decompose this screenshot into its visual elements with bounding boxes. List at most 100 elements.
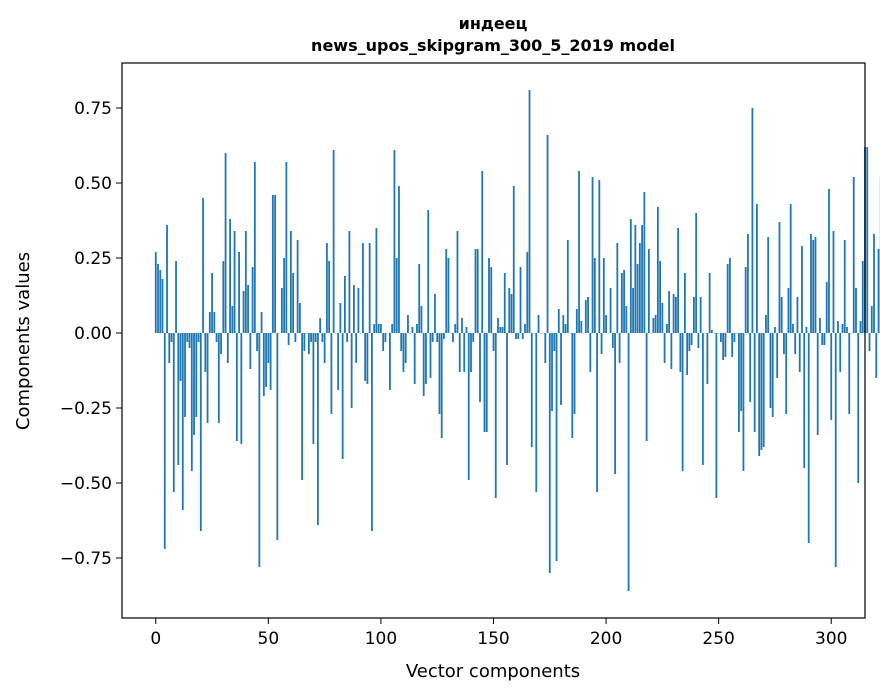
bar-50 <box>267 333 270 363</box>
bar-265 <box>751 108 754 333</box>
bar-177 <box>553 333 556 351</box>
bar-163 <box>521 333 524 339</box>
bar-205 <box>616 243 619 333</box>
bar-30 <box>222 261 225 333</box>
bar-305 <box>841 324 844 333</box>
bar-39 <box>242 291 245 333</box>
bar-307 <box>846 327 848 333</box>
bar-90 <box>357 288 360 333</box>
bar-65 <box>301 333 304 480</box>
bar-214 <box>636 264 639 333</box>
x-tick-label: 0 <box>150 629 161 649</box>
bar-195 <box>593 258 596 333</box>
bar-63 <box>296 240 299 333</box>
bar-151 <box>494 333 497 498</box>
bar-193 <box>589 333 592 372</box>
bar-222 <box>654 315 657 333</box>
bar-232 <box>677 228 680 333</box>
bar-83 <box>341 333 344 459</box>
bar-38 <box>240 333 243 444</box>
bar-108 <box>398 186 400 333</box>
bar-169 <box>535 333 538 492</box>
bar-226 <box>663 333 666 363</box>
bar-290 <box>807 333 810 543</box>
bar-247 <box>711 330 713 333</box>
bar-194 <box>591 177 594 333</box>
bar-71 <box>314 333 317 342</box>
bar-112 <box>407 315 409 333</box>
bar-208 <box>623 270 625 333</box>
bar-58 <box>285 162 288 333</box>
bar-188 <box>578 171 580 333</box>
bar-141 <box>472 333 475 342</box>
bar-4 <box>163 333 166 549</box>
bar-81 <box>337 333 340 390</box>
bar-199 <box>602 258 605 333</box>
bar-155 <box>503 273 506 333</box>
bar-233 <box>679 333 682 372</box>
bar-161 <box>517 333 520 339</box>
bar-145 <box>481 171 484 333</box>
bar-234 <box>681 333 684 471</box>
bar-28 <box>217 333 220 423</box>
x-tick-label: 100 <box>365 629 397 649</box>
bar-154 <box>501 327 504 333</box>
bar-77 <box>328 261 331 333</box>
bar-211 <box>629 219 632 333</box>
bar-59 <box>287 333 290 345</box>
bar-52 <box>271 195 274 333</box>
bar-99 <box>377 324 380 333</box>
bar-9 <box>175 261 177 333</box>
bar-187 <box>575 309 578 333</box>
bar-157 <box>508 288 511 333</box>
bar-96 <box>371 333 373 531</box>
bar-125 <box>436 333 439 342</box>
bar-2 <box>159 270 162 333</box>
bar-160 <box>515 333 517 339</box>
bar-138 <box>465 327 468 333</box>
bar-203 <box>611 333 614 348</box>
bar-148 <box>488 258 490 333</box>
bar-318 <box>870 306 873 333</box>
bar-262 <box>744 267 747 333</box>
bar-186 <box>573 333 576 414</box>
bar-275 <box>774 327 776 333</box>
bar-27 <box>215 333 218 342</box>
bar-75 <box>323 333 326 363</box>
bar-167 <box>530 333 533 447</box>
bar-255 <box>729 258 731 333</box>
bar-129 <box>445 249 448 333</box>
bar-133 <box>454 324 457 333</box>
bar-143 <box>476 249 479 333</box>
bar-310 <box>852 177 855 333</box>
bar-185 <box>571 333 574 438</box>
bar-295 <box>819 318 821 333</box>
bar-94 <box>366 333 369 384</box>
bar-22 <box>204 333 207 372</box>
bar-32 <box>226 333 229 363</box>
bar-224 <box>659 261 662 333</box>
bar-306 <box>843 240 846 333</box>
bar-42 <box>249 333 252 369</box>
bar-227 <box>665 324 668 333</box>
bar-57 <box>283 258 286 333</box>
bar-254 <box>726 264 729 333</box>
bar-82 <box>339 303 342 333</box>
bar-276 <box>776 333 779 378</box>
bar-179 <box>557 309 560 333</box>
bar-162 <box>519 267 522 333</box>
bar-13 <box>184 333 186 417</box>
bar-118 <box>420 306 423 333</box>
bar-144 <box>479 333 481 402</box>
bar-159 <box>512 186 515 333</box>
bar-192 <box>587 297 589 333</box>
bar-215 <box>638 243 641 333</box>
bar-202 <box>609 288 612 333</box>
bar-34 <box>231 306 234 333</box>
bar-100 <box>380 324 382 333</box>
bar-142 <box>474 249 477 333</box>
bar-320 <box>875 333 878 378</box>
bar-117 <box>418 264 421 333</box>
bar-173 <box>544 333 547 363</box>
bar-45 <box>256 333 258 351</box>
